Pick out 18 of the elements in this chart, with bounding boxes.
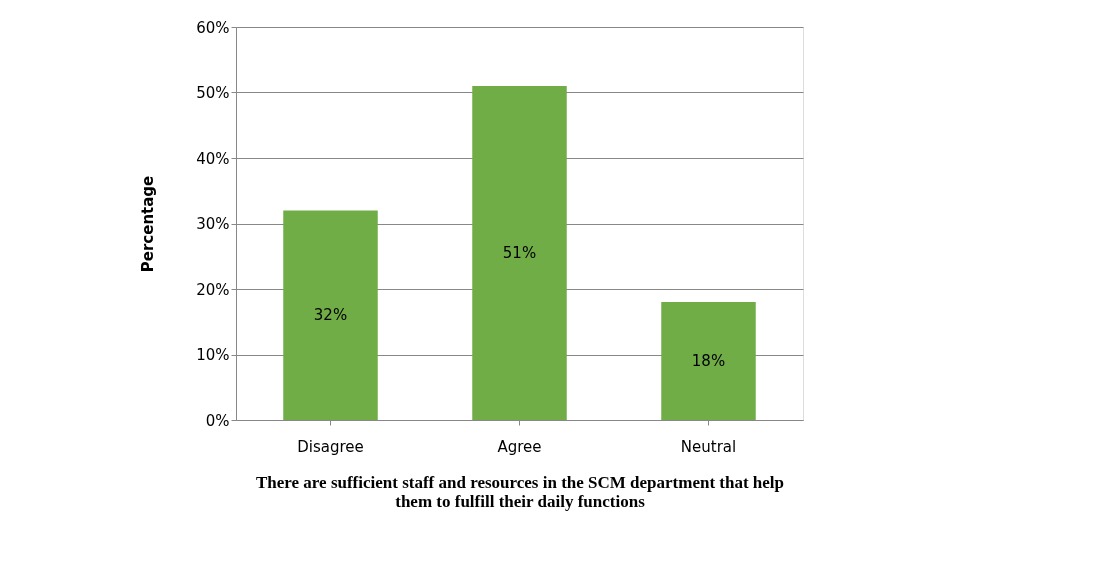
y-tick-label: 40% [196,149,230,168]
x-tick-label: Disagree [297,437,364,456]
y-tick-label: 30% [196,215,230,233]
bar [661,302,756,420]
x-tick-label: Agree [497,437,542,456]
data-label: 18% [691,352,726,371]
bar [472,85,567,420]
y-axis-title: Percentage [139,175,158,273]
y-tick-label: 20% [196,280,230,299]
data-label: 32% [313,306,348,325]
bar [283,210,378,420]
x-tick-label: Neutral [680,437,737,456]
y-tick-label: 0% [205,411,230,430]
y-tick-label: 60% [196,18,230,37]
x-axis-title: There are sufficient staff and resources in the SCM department that help them to fulfill their daily functions [255,472,785,511]
data-label: 51% [502,243,537,262]
y-tick-label: 10% [196,346,230,364]
y-tick-label: 50% [196,84,230,102]
